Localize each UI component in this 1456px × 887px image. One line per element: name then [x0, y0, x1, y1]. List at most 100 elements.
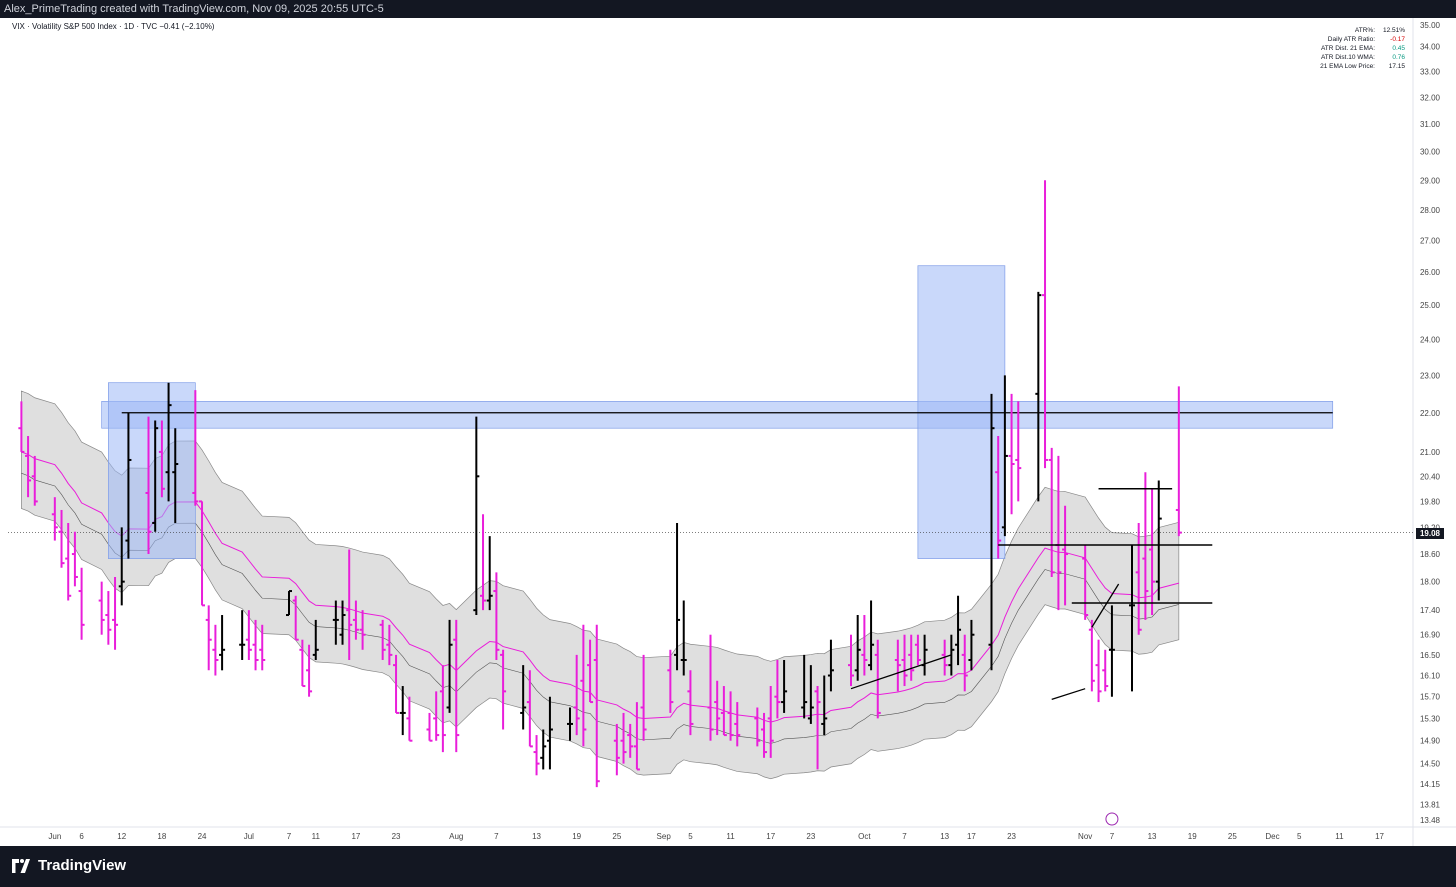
ohlc-bar[interactable]: [801, 654, 808, 719]
ohlc-bar[interactable]: [292, 595, 299, 641]
ohlc-bar[interactable]: [112, 576, 119, 650]
ohlc-bar[interactable]: [861, 615, 868, 676]
ohlc-bar[interactable]: [18, 401, 25, 453]
tradingview-logo[interactable]: TradingView: [10, 857, 126, 874]
ohlc-bar[interactable]: [573, 654, 580, 736]
symbol-legend[interactable]: VIX · Volatility S&P 500 Index · 1D · TV…: [12, 22, 214, 31]
ohlc-bar[interactable]: [633, 702, 640, 771]
ohlc-bar[interactable]: [754, 707, 761, 747]
ohlc-bar[interactable]: [306, 644, 313, 697]
ohlc-bar[interactable]: [125, 412, 132, 559]
ohlc-bar[interactable]: [1175, 386, 1182, 537]
ohlc-bar[interactable]: [995, 436, 1002, 559]
ohlc-bar[interactable]: [807, 665, 814, 724]
ohlc-bar[interactable]: [1155, 480, 1162, 601]
ohlc-bar[interactable]: [774, 659, 781, 719]
ohlc-bar[interactable]: [868, 600, 875, 671]
ohlc-bar[interactable]: [727, 691, 734, 741]
ohlc-bar[interactable]: [613, 723, 620, 776]
ohlc-bar[interactable]: [687, 670, 694, 736]
ohlc-bar[interactable]: [359, 610, 366, 650]
ohlc-bar[interactable]: [439, 665, 446, 753]
ohlc-bar[interactable]: [212, 624, 219, 676]
ohlc-bar[interactable]: [406, 696, 413, 742]
ohlc-bar[interactable]: [31, 455, 38, 506]
ohlc-bar[interactable]: [1015, 401, 1022, 502]
ohlc-bar[interactable]: [1042, 180, 1049, 469]
ohlc-bar[interactable]: [520, 665, 527, 730]
ohlc-chart[interactable]: 35.00 34.00 33.00 32.00 31.00 30.00 29.00 28.00…: [0, 18, 1456, 846]
ohlc-bar[interactable]: [426, 712, 433, 742]
ohlc-bar[interactable]: [386, 624, 393, 666]
ohlc-bar[interactable]: [312, 619, 319, 660]
ohlc-bar[interactable]: [433, 691, 440, 741]
ohlc-bar[interactable]: [299, 639, 306, 688]
ohlc-bar[interactable]: [1082, 545, 1089, 620]
ohlc-bar[interactable]: [1035, 291, 1042, 502]
ohlc-bar[interactable]: [399, 686, 406, 736]
ohlc-bar[interactable]: [239, 610, 246, 660]
ohlc-bar[interactable]: [914, 634, 921, 666]
ohlc-bar[interactable]: [761, 712, 768, 758]
ohlc-bar[interactable]: [988, 393, 995, 671]
ohlc-bar[interactable]: [680, 600, 687, 676]
ohlc-bar[interactable]: [734, 702, 741, 747]
ohlc-bar[interactable]: [767, 686, 774, 758]
ohlc-bar[interactable]: [58, 509, 65, 568]
ohlc-bar[interactable]: [1008, 393, 1015, 515]
ohlc-bar[interactable]: [152, 420, 159, 532]
ohlc-bar[interactable]: [379, 619, 386, 660]
ohlc-bar[interactable]: [1048, 447, 1055, 577]
ohlc-bar[interactable]: [894, 639, 901, 692]
ohlc-bar[interactable]: [1149, 488, 1156, 616]
ohlc-bar[interactable]: [65, 522, 72, 601]
ohlc-bar[interactable]: [620, 712, 627, 764]
ohlc-bar[interactable]: [1095, 639, 1102, 703]
ohlc-bar[interactable]: [1001, 375, 1008, 537]
ohlc-bar[interactable]: [500, 649, 507, 730]
ohlc-bar[interactable]: [339, 600, 346, 645]
ohlc-bar[interactable]: [1142, 472, 1149, 620]
ohlc-bar[interactable]: [25, 436, 32, 498]
ohlc-bar[interactable]: [627, 723, 634, 758]
ohlc-bar[interactable]: [908, 634, 915, 681]
ohlc-bar[interactable]: [493, 572, 500, 660]
ohlc-bar[interactable]: [205, 605, 212, 671]
ohlc-bar[interactable]: [533, 735, 540, 776]
ohlc-bar[interactable]: [961, 634, 968, 692]
ohlc-bar[interactable]: [1102, 649, 1109, 692]
ohlc-bar[interactable]: [219, 615, 226, 671]
ohlc-bar[interactable]: [118, 527, 125, 606]
ohlc-bar[interactable]: [473, 416, 480, 616]
ohlc-bar[interactable]: [105, 591, 112, 645]
ohlc-bar[interactable]: [781, 659, 788, 713]
ohlc-bar[interactable]: [51, 497, 58, 541]
ohlc-bar[interactable]: [567, 707, 573, 741]
ohlc-bar[interactable]: [674, 522, 681, 671]
ohlc-bar[interactable]: [158, 420, 165, 498]
ohlc-bar[interactable]: [145, 416, 152, 555]
ohlc-bar[interactable]: [1129, 545, 1135, 692]
ohlc-bar[interactable]: [667, 649, 674, 713]
ohlc-bar[interactable]: [827, 639, 834, 692]
ohlc-bar[interactable]: [446, 619, 453, 713]
ohlc-bar[interactable]: [172, 428, 179, 523]
ohlc-bar[interactable]: [199, 500, 206, 607]
ohlc-bar[interactable]: [848, 634, 854, 687]
ohlc-bar[interactable]: [968, 619, 975, 671]
ohlc-bar[interactable]: [546, 696, 553, 770]
ohlc-bar[interactable]: [1088, 619, 1095, 692]
ohlc-bar[interactable]: [1135, 522, 1142, 635]
ohlc-bar[interactable]: [252, 619, 259, 671]
ohlc-bar[interactable]: [245, 610, 252, 660]
ohlc-bar[interactable]: [640, 654, 647, 741]
ohlc-bar[interactable]: [165, 382, 172, 502]
ohlc-bar[interactable]: [1108, 605, 1115, 697]
ohlc-bar[interactable]: [346, 549, 353, 660]
ohlc-bar[interactable]: [480, 514, 487, 611]
ohlc-bar[interactable]: [486, 536, 493, 611]
ohlc-bar[interactable]: [854, 615, 861, 681]
ohlc-bar[interactable]: [821, 675, 828, 736]
ohlc-bar[interactable]: [453, 619, 460, 753]
ohlc-bar[interactable]: [1062, 505, 1069, 606]
